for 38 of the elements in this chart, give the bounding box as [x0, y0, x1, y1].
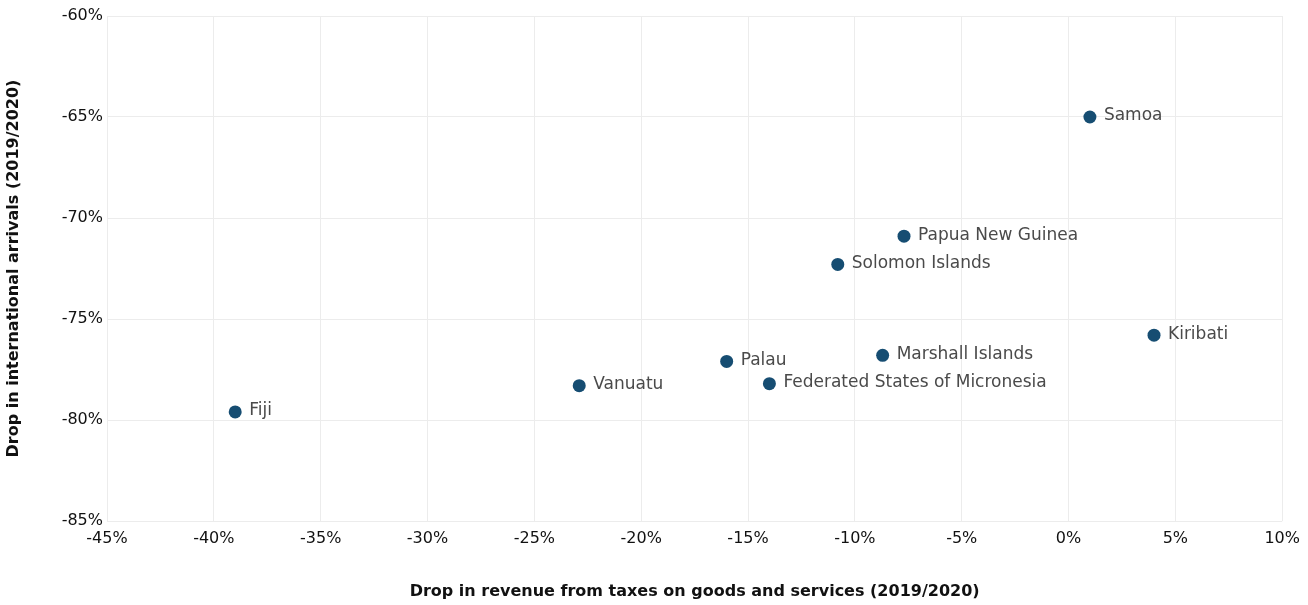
annotation: Palau: [740, 348, 787, 369]
point: [876, 348, 890, 362]
y-tick-label: -75%: [61, 308, 103, 328]
x-tick-label: -15%: [727, 527, 769, 547]
y-tick-label: -80%: [61, 409, 103, 429]
x-tick-label: -20%: [620, 527, 662, 547]
point: [720, 354, 734, 368]
point: [897, 229, 911, 243]
x-tick-label: 0%: [1055, 527, 1082, 547]
annotation: Kiribati: [1168, 322, 1229, 343]
point: [228, 405, 242, 419]
point: [1147, 328, 1161, 342]
annotation: Solomon Islands: [851, 251, 991, 272]
x-tick-label: -35%: [300, 527, 342, 547]
annotation: Vanuatu: [593, 373, 664, 394]
annotation: Fiji: [249, 399, 272, 420]
y-tick-label: -85%: [61, 510, 103, 530]
annotation: Papua New Guinea: [918, 223, 1079, 244]
y-tick-label: -65%: [61, 106, 103, 126]
y-tick-label: -70%: [61, 207, 103, 227]
x-tick-label: -45%: [86, 527, 128, 547]
point: [572, 379, 586, 393]
x-tick-label: -40%: [193, 527, 235, 547]
y-tick-label: -60%: [61, 5, 103, 25]
point: [831, 257, 845, 271]
x-tick-label: -30%: [406, 527, 449, 547]
point: [762, 377, 776, 391]
annotation: Federated States of Micronesia: [783, 371, 1047, 392]
y-axis-title: Drop in international arrivals (2019/2020): [2, 79, 22, 458]
point: [1083, 110, 1097, 124]
x-tick-label: 10%: [1264, 527, 1300, 547]
x-tick-label: -10%: [834, 527, 876, 547]
x-tick-label: -25%: [513, 527, 556, 547]
annotation: Marshall Islands: [896, 342, 1034, 363]
annotation: Samoa: [1103, 104, 1163, 125]
x-tick-label: -5%: [946, 527, 978, 547]
x-tick-label: 5%: [1162, 527, 1189, 547]
x-axis-title: Drop in revenue from taxes on goods and services (2019/2020): [409, 580, 980, 600]
